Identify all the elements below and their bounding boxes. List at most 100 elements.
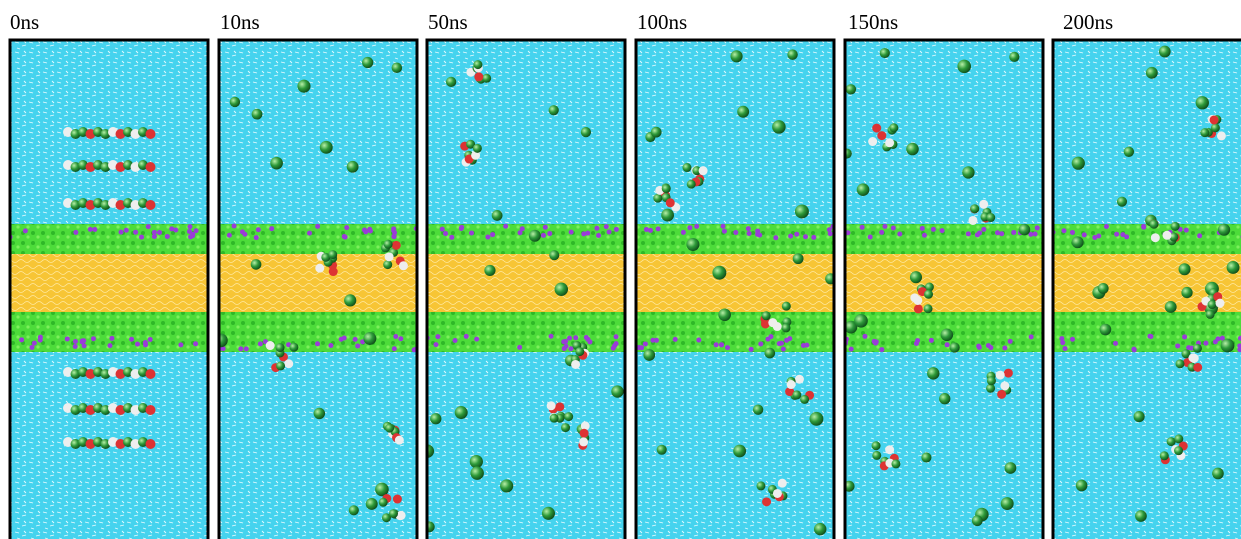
- phosphate: [393, 334, 399, 340]
- ion: [375, 482, 389, 497]
- phosphate: [352, 336, 358, 342]
- molecule-atom: [85, 439, 96, 449]
- phosphate: [433, 342, 439, 348]
- phosphate: [186, 228, 192, 234]
- ion: [541, 506, 555, 520]
- molecule-atom: [328, 267, 338, 277]
- phosphate: [355, 343, 361, 349]
- molecule-atom: [100, 200, 111, 210]
- molecule-atom: [924, 289, 934, 299]
- molecule-atom: [698, 166, 708, 176]
- ion: [469, 454, 483, 469]
- ion: [1145, 66, 1158, 79]
- molecule-atom: [1216, 131, 1226, 141]
- phosphate: [1007, 338, 1013, 344]
- phosphate: [1028, 231, 1034, 237]
- phosphate: [542, 224, 548, 230]
- phosphate: [1237, 335, 1241, 341]
- molecule-atom: [85, 129, 96, 139]
- phosphate: [745, 226, 751, 232]
- phosphate: [974, 232, 980, 238]
- molecule-atom: [398, 261, 408, 271]
- molecule-atom: [70, 129, 81, 139]
- molecule-atom: [871, 441, 881, 451]
- ion: [313, 407, 326, 420]
- phosphate: [164, 234, 170, 240]
- molecule-atom: [130, 129, 141, 139]
- phosphate: [147, 337, 153, 343]
- molecule-atom: [70, 439, 81, 449]
- phosphate: [694, 223, 700, 229]
- ion: [1009, 51, 1020, 62]
- molecule-atom: [579, 428, 589, 438]
- molecule-atom: [891, 459, 901, 469]
- molecule-atom: [889, 123, 899, 133]
- ion: [344, 294, 357, 307]
- phosphate: [123, 227, 129, 233]
- molecule-atom: [482, 73, 492, 83]
- snapshot: [1053, 40, 1241, 539]
- molecule-atom: [392, 494, 402, 504]
- phosphate: [773, 235, 779, 241]
- molecule-atom: [138, 198, 148, 208]
- panel-frame: [634, 38, 836, 539]
- ion: [1178, 263, 1191, 276]
- ion: [611, 385, 624, 398]
- ion: [1097, 282, 1109, 294]
- molecule-atom: [289, 342, 299, 352]
- molecule-atom: [265, 341, 275, 351]
- ion: [809, 411, 824, 426]
- phosphate: [1096, 233, 1102, 239]
- ion: [348, 505, 359, 516]
- molecule-atom: [885, 445, 895, 455]
- ion: [548, 105, 559, 116]
- phosphate: [107, 343, 113, 349]
- phosphate: [581, 231, 587, 237]
- phosphate: [568, 346, 574, 352]
- ion: [845, 84, 857, 95]
- molecule-atom: [383, 239, 393, 249]
- snapshot: [427, 40, 625, 539]
- ion: [949, 342, 960, 353]
- ion: [927, 367, 940, 380]
- phosphate: [490, 232, 496, 238]
- phosphate: [255, 227, 261, 233]
- molecule-atom: [653, 193, 663, 203]
- panel-frame: [425, 38, 627, 539]
- ion: [1226, 261, 1240, 274]
- molecule-atom: [78, 367, 88, 377]
- molecule-atom: [145, 162, 156, 172]
- molecule-atom: [93, 160, 103, 170]
- molecule-atom: [756, 481, 766, 491]
- phosphate: [1215, 336, 1221, 342]
- phosphate: [826, 227, 832, 233]
- phosphate: [921, 232, 927, 238]
- molecule-atom: [130, 200, 141, 210]
- molecule-atom: [63, 160, 73, 170]
- ion: [391, 62, 403, 74]
- phosphate: [257, 341, 263, 347]
- snapshot: [219, 40, 417, 539]
- molecule-atom: [70, 369, 81, 379]
- phosphate: [610, 345, 616, 351]
- phosphate: [746, 230, 752, 236]
- phosphate: [72, 344, 78, 350]
- phosphate: [636, 345, 642, 351]
- molecule-atom: [130, 369, 141, 379]
- phosphate: [31, 340, 37, 346]
- molecule-atom: [130, 405, 141, 415]
- phosphate: [804, 342, 810, 348]
- phosphate: [29, 344, 35, 350]
- phosphate: [1183, 227, 1189, 233]
- phosphate: [253, 235, 259, 241]
- molecule-atom: [555, 402, 565, 412]
- phosphate: [999, 231, 1005, 237]
- molecule-atom: [1200, 128, 1210, 138]
- ion: [656, 444, 667, 455]
- phosphate: [1203, 340, 1209, 346]
- phosphate: [73, 229, 79, 235]
- molecule-atom: [85, 405, 96, 415]
- phosphate: [474, 336, 480, 342]
- ion: [856, 183, 870, 196]
